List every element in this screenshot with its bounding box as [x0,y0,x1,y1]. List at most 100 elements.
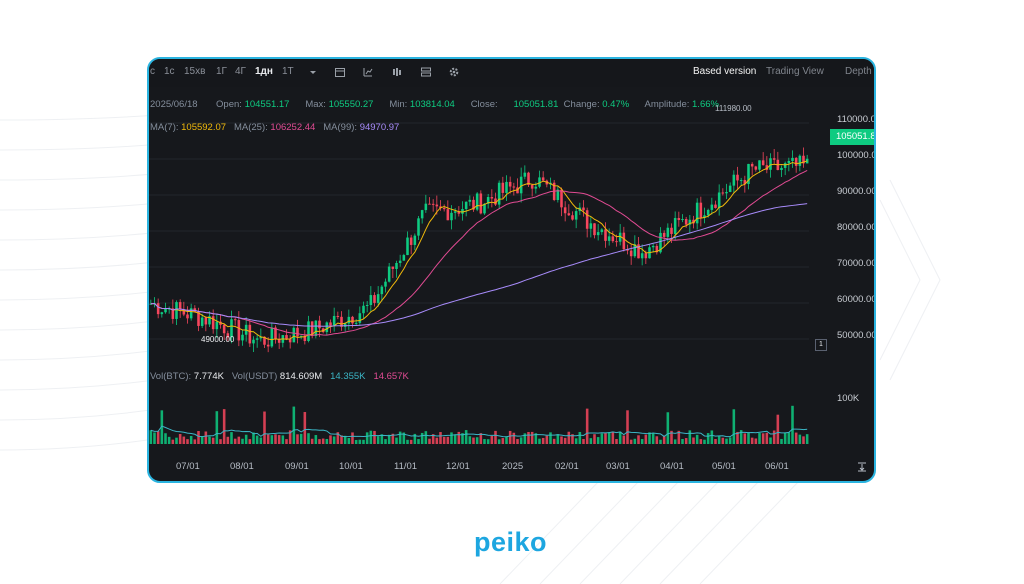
candle [395,262,398,269]
candles-icon[interactable] [391,66,403,78]
volume-bar [486,439,490,444]
volume-bar [541,437,545,444]
candle [699,202,703,218]
volume-bar [252,432,255,444]
volume-bar [329,435,332,444]
volume-bar [622,435,626,444]
candle [189,308,193,319]
volume-bar [347,437,351,444]
volume-bar [450,432,453,444]
candle [791,157,794,161]
candle [717,192,721,208]
candle [728,185,732,192]
candle [483,203,486,214]
candle [585,210,589,229]
scale-toggle-icon[interactable]: 1 [815,339,827,351]
volume-bar [714,438,717,444]
interval-c[interactable]: c [150,66,155,77]
candle [186,314,189,319]
interval-15m[interactable]: 15хв [184,66,206,77]
volume-bar [618,431,622,444]
view-depth[interactable]: Depth [845,66,872,77]
candle [303,335,307,341]
interval-4h[interactable]: 4Г [235,66,246,77]
candle [769,158,772,170]
volume-bar [684,438,688,444]
candle [772,158,776,160]
volume-bar [648,432,651,444]
volume-bar [501,438,505,444]
candle [453,211,457,213]
volume-bar [681,438,684,444]
interval-1s[interactable]: 1c [164,66,175,77]
volume-bar [563,437,567,444]
high-annotation: 111980.00 [715,104,752,113]
candle [571,215,574,220]
volume-bar [171,439,175,444]
candle [336,315,340,317]
interval-1h[interactable]: 1Г [216,66,227,77]
volume-bar [336,432,340,444]
volume-bar [428,438,431,444]
layout-icon[interactable] [420,66,432,78]
dropdown-icon[interactable] [307,66,319,78]
candle [369,295,373,306]
min-value: 103814.04 [409,99,455,110]
close-value: 105051.81 [513,99,559,110]
interval-1w[interactable]: 1Т [282,66,294,77]
max-value: 105550.27 [328,99,374,110]
volume-bar [461,433,464,444]
volume-bar [545,435,549,444]
candle [160,312,164,315]
candle [299,335,303,337]
candle [692,219,695,224]
candle [655,245,659,253]
volume-bar [200,436,204,444]
volume-bar [281,435,285,444]
volume-bar [259,437,263,444]
candle [574,211,578,220]
volume-bar [556,434,560,444]
x-tick: 02/01 [555,461,579,472]
y-tick: 60000.00 [837,294,876,305]
view-tradingview[interactable]: Trading View [766,66,824,77]
volume-row: Vol(BTC): 7.774K Vol(USDT) 814.609M 14.3… [150,371,409,382]
volume-bar [409,439,413,444]
volume-bar [332,436,336,444]
volume-bar [728,437,732,444]
volume-bar [387,434,391,444]
view-based[interactable]: Based version [693,66,757,77]
calendar-icon[interactable] [334,66,346,78]
gear-icon[interactable] [448,66,460,78]
candle [637,244,640,259]
volume-bar [666,412,670,444]
volume-bar [662,435,666,444]
volume-bar [758,433,761,444]
volume-bar [435,437,439,444]
interval-1d[interactable]: 1дн [255,66,273,77]
volume-bar [270,435,274,444]
candle [743,180,747,185]
vol-ma1-value: 14.355K [330,371,366,382]
candle [233,319,237,321]
candle [384,281,387,287]
x-tick: 10/01 [339,461,363,472]
volume-bar [453,434,457,444]
candle [534,186,538,189]
candle [721,192,725,194]
candle [541,177,545,181]
volume-bar [629,439,633,444]
candle [556,189,560,200]
price-chart[interactable] [149,89,829,449]
candle [376,294,380,303]
candle [472,199,475,210]
indicators-icon[interactable] [362,66,374,78]
candle [695,202,699,224]
candle [226,333,230,338]
candle [798,155,802,166]
x-tick: 2025 [502,461,524,472]
expand-icon[interactable] [856,461,868,473]
volume-bar [299,433,303,444]
candle [424,203,428,211]
candle [732,174,736,186]
